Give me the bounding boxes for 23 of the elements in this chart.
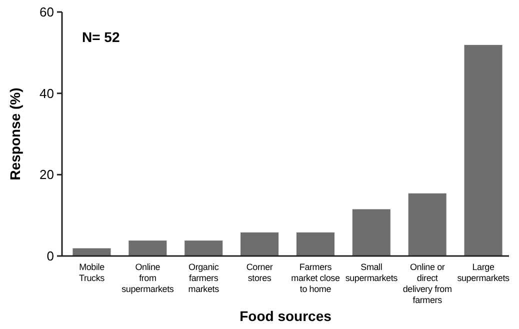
y-tick-label: 20 xyxy=(40,167,54,182)
bar xyxy=(128,240,167,256)
x-tick-label: Large supermarkets xyxy=(457,262,510,283)
bar xyxy=(72,248,111,256)
bar xyxy=(408,193,446,256)
x-tick-label: Online from supermarkets xyxy=(122,262,174,294)
bar xyxy=(184,240,223,256)
x-tick-label: Farmers market close to home xyxy=(291,262,340,294)
x-tick-label: Organic farmers markets xyxy=(188,262,220,294)
x-tick-label: Online or direct delivery from farmers xyxy=(402,262,452,305)
y-tick-label: 60 xyxy=(40,4,54,20)
x-axis-title: Food sources xyxy=(240,308,332,324)
y-axis-title: Response (%) xyxy=(7,88,23,180)
x-tick-label: Mobile Trucks xyxy=(78,262,106,283)
bar xyxy=(464,44,502,256)
bar xyxy=(296,232,334,256)
bar xyxy=(240,232,279,256)
y-tick-label: 0 xyxy=(46,248,54,264)
annotation: N= 52 xyxy=(82,29,120,45)
y-tick-label: 40 xyxy=(40,86,54,101)
x-tick-label: Corner stores xyxy=(246,262,273,283)
bar xyxy=(352,209,390,256)
x-tick-label: Small supermarkets xyxy=(345,262,398,283)
